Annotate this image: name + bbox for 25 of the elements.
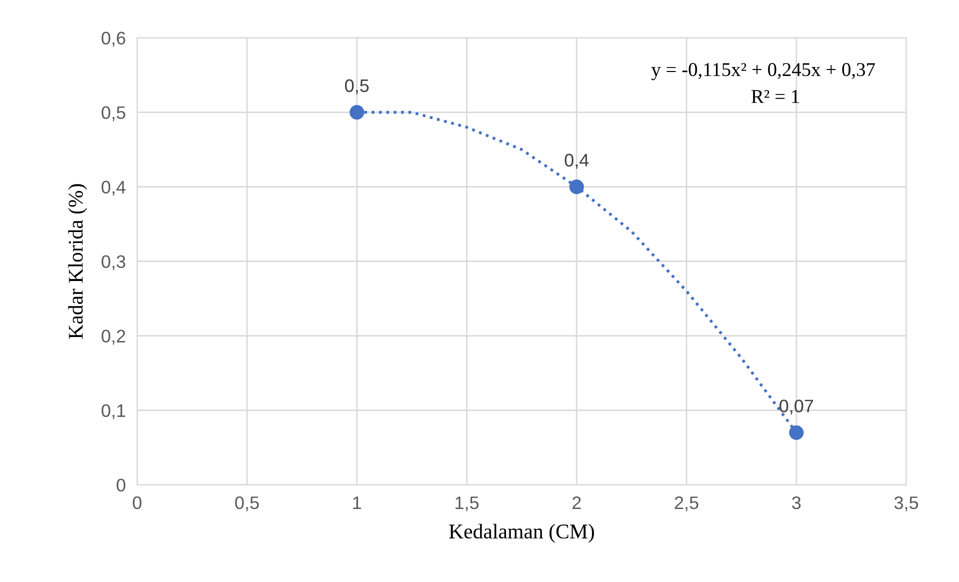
x-tick-label: 2: [572, 496, 581, 509]
annotation: y = -0,115x² + 0,245x + 0,37: [651, 63, 875, 80]
y-tick-label: 0,5: [102, 106, 126, 122]
point: [789, 425, 804, 440]
point: [569, 180, 584, 194]
y-tick-label: 0,2: [102, 330, 126, 345]
x-tick-label: 0,5: [235, 496, 259, 512]
x-tick-label: 2,5: [674, 496, 698, 512]
y-tick-label: 0: [116, 478, 126, 492]
y-tick-label: 0,6: [102, 32, 126, 47]
y-tick-label: 0,1: [102, 404, 126, 420]
data-label: 0,07: [780, 400, 814, 415]
x-tick-label: 3: [792, 496, 801, 510]
y-tick-label: 0,3: [102, 255, 126, 270]
data-label: 0,5: [345, 79, 369, 94]
point: [350, 105, 364, 120]
x-tick-label: 1,5: [456, 496, 479, 512]
x-axis-title: Kedalaman (CM): [449, 524, 594, 543]
x-tick-label: 0: [132, 496, 142, 510]
x-tick-label: 3,5: [894, 496, 918, 512]
x-tick-label: 1: [353, 496, 362, 509]
data-label: 0,4: [564, 154, 589, 169]
annotation: R² = 1: [751, 90, 799, 103]
y-axis-title: Kadar Klorida (%): [68, 184, 88, 339]
y-tick-label: 0,4: [102, 180, 126, 196]
